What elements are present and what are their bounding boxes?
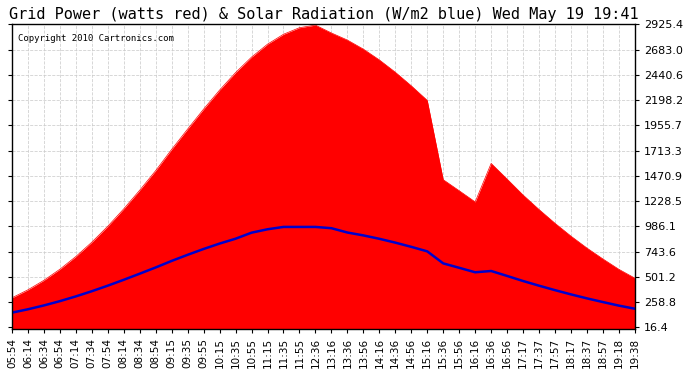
Text: Copyright 2010 Cartronics.com: Copyright 2010 Cartronics.com [18, 34, 174, 43]
Title: Grid Power (watts red) & Solar Radiation (W/m2 blue) Wed May 19 19:41: Grid Power (watts red) & Solar Radiation… [8, 7, 638, 22]
